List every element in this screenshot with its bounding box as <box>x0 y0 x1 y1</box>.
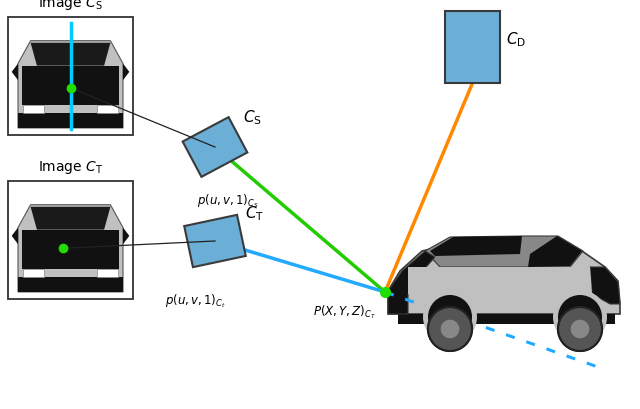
Polygon shape <box>398 314 615 324</box>
Text: $p(u,v,1)_{C_S}$: $p(u,v,1)_{C_S}$ <box>197 191 259 209</box>
Bar <box>8 182 133 299</box>
Polygon shape <box>18 42 123 128</box>
Polygon shape <box>388 237 620 314</box>
Circle shape <box>558 295 602 339</box>
Polygon shape <box>18 205 123 292</box>
Circle shape <box>428 307 472 351</box>
Circle shape <box>423 290 477 344</box>
Bar <box>8 18 133 136</box>
Bar <box>408 267 570 294</box>
Text: $p(u,v,1)_{C_t}$: $p(u,v,1)_{C_t}$ <box>165 291 226 309</box>
Text: Image $C_\mathrm{S}$: Image $C_\mathrm{S}$ <box>38 0 103 12</box>
Circle shape <box>440 319 460 339</box>
Text: Image $C_\mathrm{T}$: Image $C_\mathrm{T}$ <box>38 159 103 175</box>
Polygon shape <box>528 236 582 267</box>
Bar <box>18 114 123 128</box>
Bar <box>97 270 118 278</box>
Polygon shape <box>590 267 620 304</box>
Polygon shape <box>31 207 111 230</box>
Circle shape <box>428 307 472 351</box>
Bar <box>445 12 500 84</box>
Polygon shape <box>22 230 119 270</box>
Circle shape <box>553 290 607 344</box>
Polygon shape <box>182 118 247 178</box>
Bar <box>18 278 123 292</box>
Polygon shape <box>568 267 592 294</box>
Bar <box>23 106 44 114</box>
Text: $P(X,Y,Z)_{C_T}$: $P(X,Y,Z)_{C_T}$ <box>313 302 376 320</box>
Circle shape <box>570 319 590 339</box>
Text: $C_\mathrm{S}$: $C_\mathrm{S}$ <box>243 108 262 127</box>
Polygon shape <box>12 228 18 245</box>
Polygon shape <box>22 66 119 106</box>
Polygon shape <box>123 228 129 245</box>
Text: $C_\mathrm{T}$: $C_\mathrm{T}$ <box>245 204 264 223</box>
Polygon shape <box>123 64 129 81</box>
Circle shape <box>558 307 602 351</box>
Polygon shape <box>12 64 18 81</box>
Polygon shape <box>430 236 522 256</box>
Circle shape <box>428 295 472 339</box>
Text: $C_\mathrm{D}$: $C_\mathrm{D}$ <box>506 30 526 49</box>
Polygon shape <box>31 44 111 66</box>
Polygon shape <box>425 236 583 267</box>
Circle shape <box>558 307 602 351</box>
Circle shape <box>570 319 590 339</box>
Circle shape <box>440 319 460 339</box>
Bar <box>97 106 118 114</box>
Polygon shape <box>184 215 246 267</box>
Bar <box>23 270 44 278</box>
Polygon shape <box>388 252 435 314</box>
